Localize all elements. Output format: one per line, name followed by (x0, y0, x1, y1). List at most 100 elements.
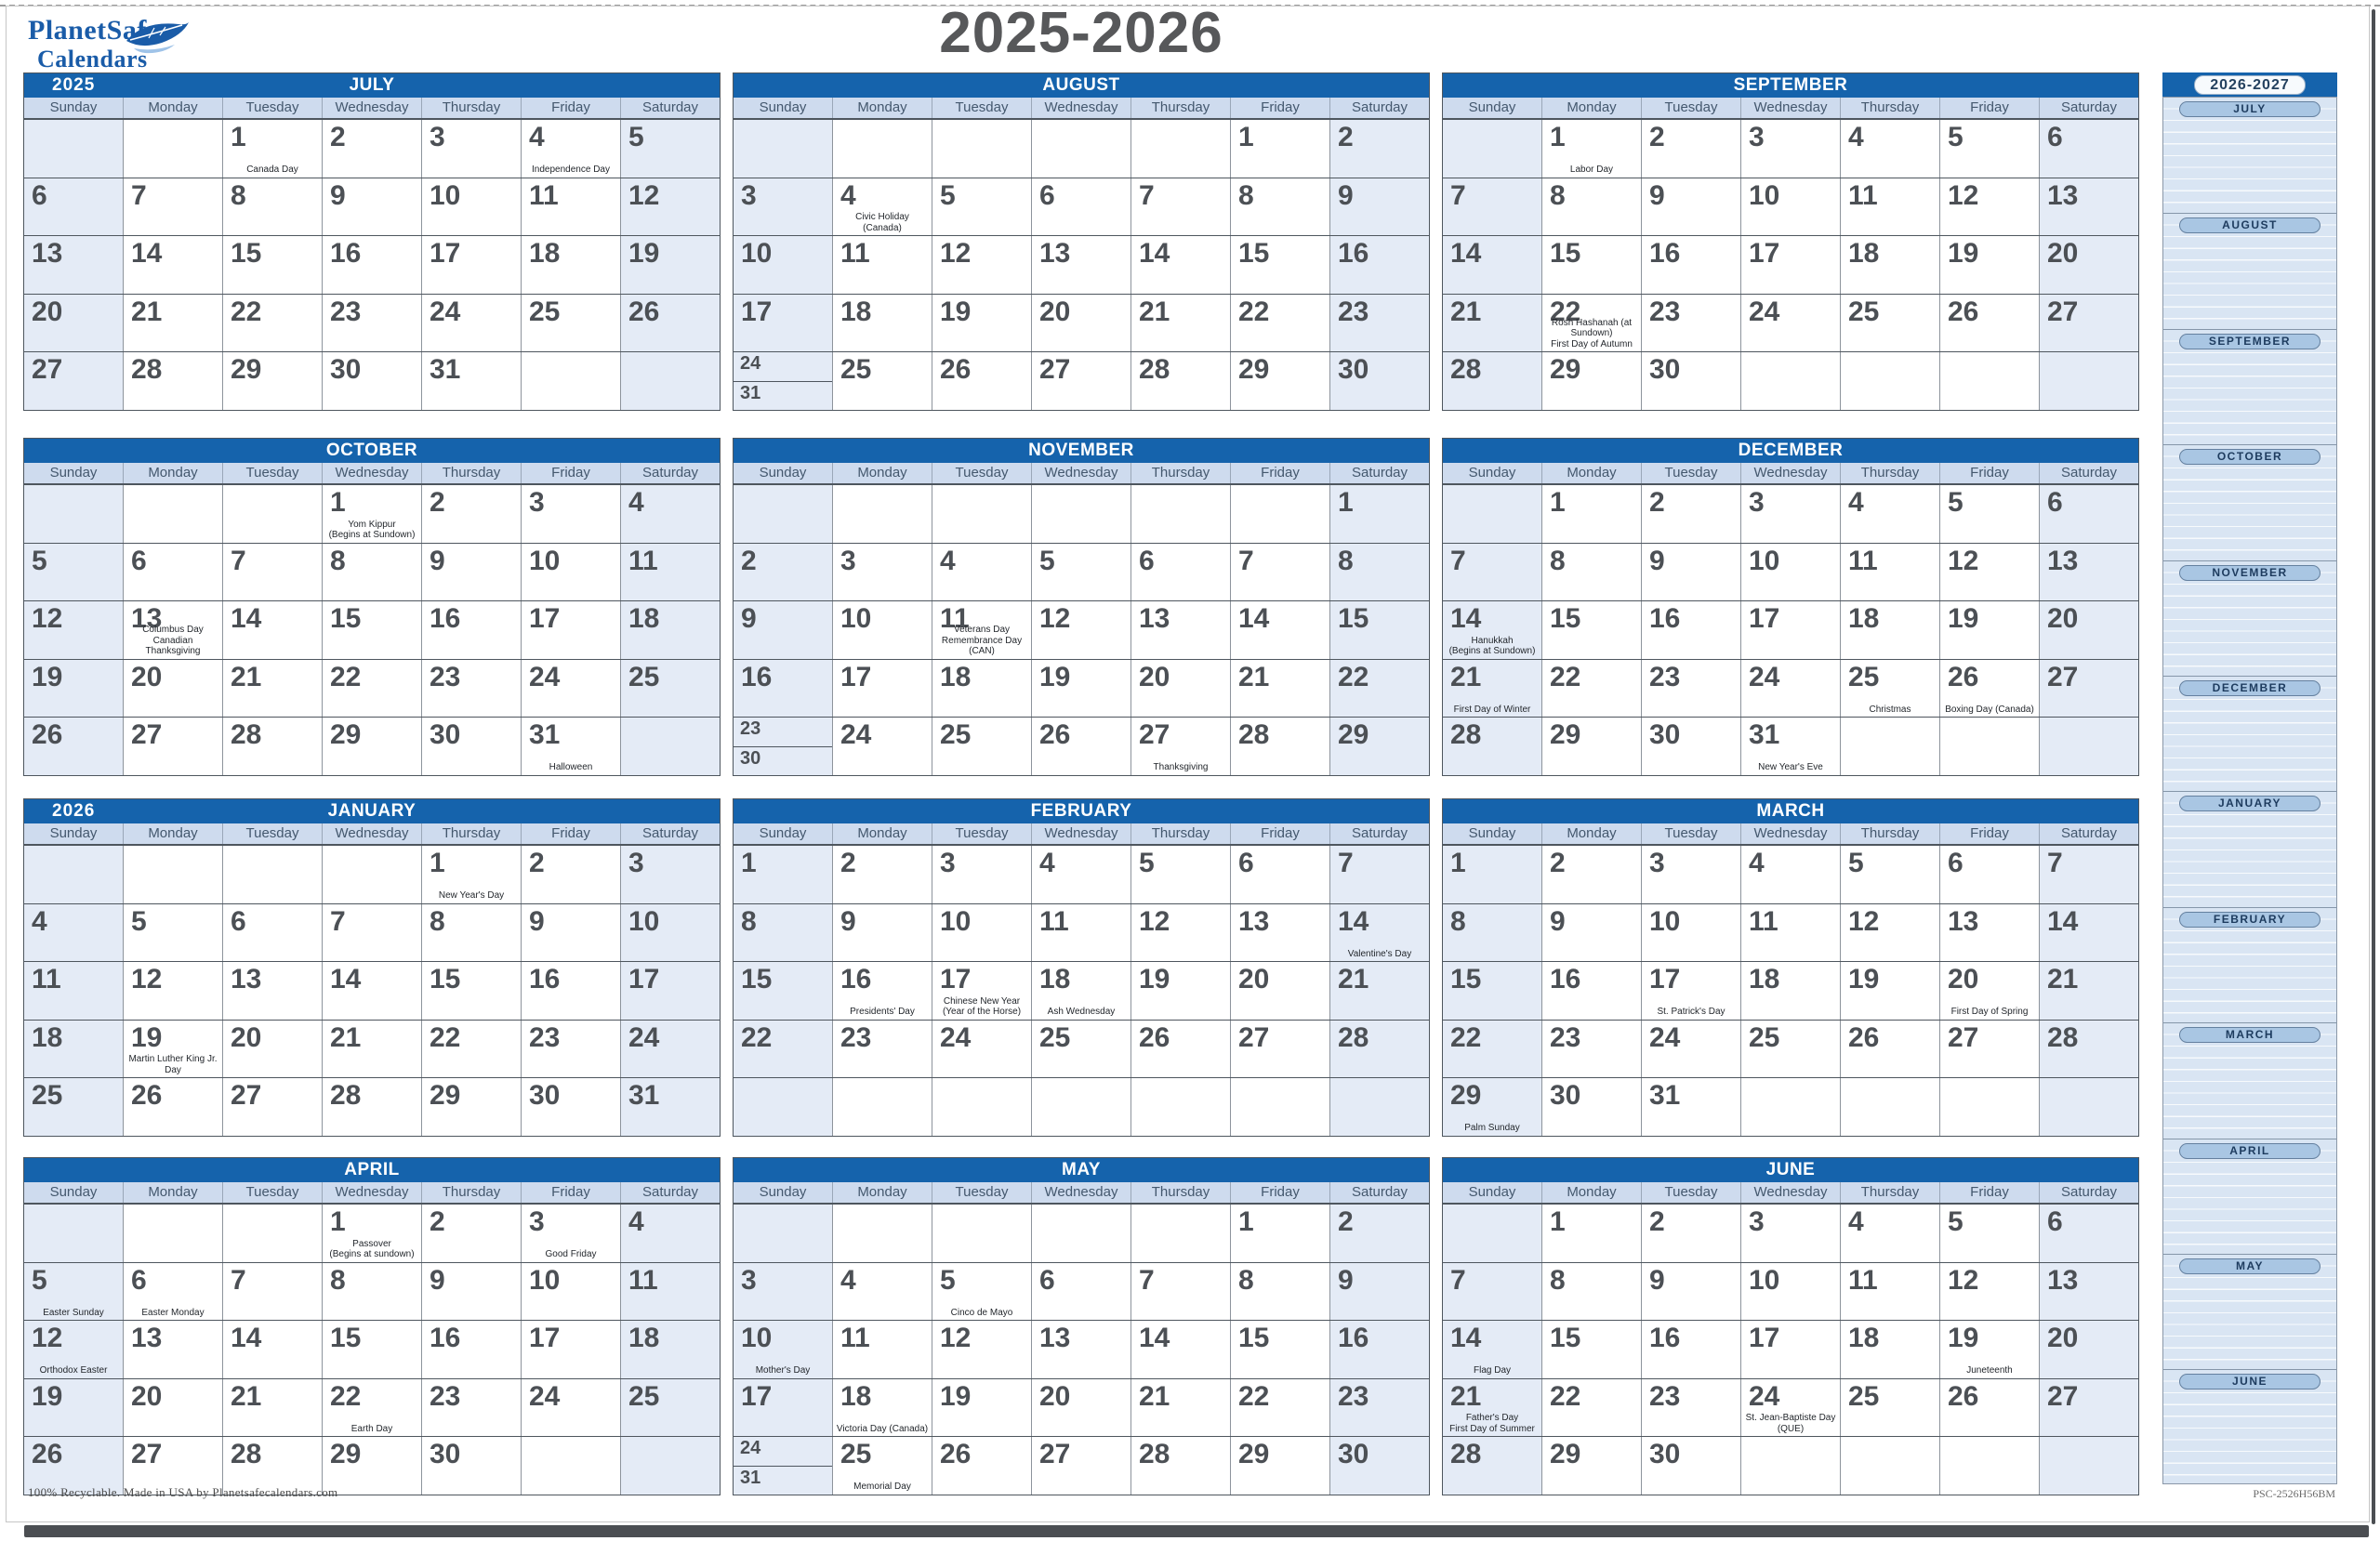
day-number: 31 (430, 354, 461, 386)
day-cell: 10 (932, 903, 1031, 962)
day-number: 1 (1550, 487, 1566, 518)
week-row: 21 First Day of Winter 22 23 24 25 Christmas 26… (1443, 658, 2138, 718)
month-header-bar: MARCH (1443, 799, 2138, 823)
day-cell: 14 (1443, 236, 1541, 294)
week-row: 12 Orthodox Easter 13 14 15 16 17 18 (24, 1320, 720, 1378)
weekday-header: Saturday (2039, 98, 2138, 118)
day-number: 22 (330, 661, 362, 692)
month-header-bar: 2026 JANUARY (24, 799, 720, 823)
day-cell: 25 (832, 352, 932, 410)
weekday-header: Thursday (421, 98, 521, 118)
day-number: 30 (430, 719, 461, 751)
week-row: 1 Yom Kippur (Begins at Sundown) 2 3 4 (24, 484, 720, 543)
day-cell: 27 (1031, 352, 1130, 410)
day-number: 14 (1139, 238, 1170, 270)
day-cell: 13 (2039, 178, 2138, 236)
month-name: MAY (1062, 1160, 1101, 1179)
day-cell: 28 (2039, 1020, 2138, 1078)
split-bottom: 31 (734, 380, 832, 410)
day-number: 3 (1749, 122, 1765, 152)
day-number: 6 (1039, 179, 1055, 211)
day-cell: 6 (2039, 120, 2138, 178)
weekday-header: Thursday (421, 1182, 521, 1203)
day-cell: 26 (932, 352, 1031, 410)
day-number: 7 (1139, 1264, 1155, 1296)
day-number: 30 (740, 747, 761, 769)
day-cell: 25 (1840, 1378, 1939, 1437)
day-cell: 24 (1641, 1020, 1740, 1078)
day-cell (620, 1437, 720, 1495)
day-cell (1939, 352, 2039, 410)
day-cell: 28 (222, 718, 322, 775)
day-cell: 2 (521, 846, 620, 903)
day-cell: 3 (1740, 120, 1840, 178)
day-cell (2039, 1078, 2138, 1136)
month-august: AUGUST Sunday Monday Tuesday Wednesday Thursd… (733, 72, 1430, 411)
day-number: 17 (741, 1380, 773, 1412)
weekday-header: Monday (123, 463, 222, 483)
day-cell: 2 (1329, 1205, 1429, 1262)
day-number: 20 (2047, 238, 2079, 270)
day-cell (24, 846, 123, 903)
day-number: 25 (840, 1439, 872, 1470)
day-number: 23 (1649, 661, 1681, 692)
day-number: 20 (1139, 661, 1170, 692)
day-number: 4 (840, 1264, 856, 1296)
month-may: MAY Sunday Monday Tuesday Wednesday Thursday F… (733, 1157, 1430, 1495)
day-cell (222, 485, 322, 543)
day-number: 10 (430, 179, 461, 211)
day-number: 17 (529, 1323, 561, 1354)
day-cell (734, 120, 832, 178)
day-number: 1 (330, 487, 346, 518)
weekday-header: Wednesday (1031, 463, 1130, 483)
weekday-header: Thursday (1130, 823, 1230, 844)
day-number: 6 (1139, 545, 1155, 576)
day-cell: 7 (123, 178, 222, 236)
day-cell: 16 (421, 601, 521, 659)
day-number: 12 (1039, 603, 1071, 635)
day-number: 5 (32, 1264, 47, 1296)
day-number: 7 (1450, 179, 1466, 211)
day-number: 19 (1948, 238, 1979, 270)
day-number: 9 (430, 1264, 445, 1296)
day-cell: 3 (521, 485, 620, 543)
day-number: 27 (131, 1439, 163, 1470)
day-number: 30 (1649, 1439, 1681, 1470)
day-cell: 28 (1130, 1437, 1230, 1495)
month-name: JUNE (1765, 1160, 1816, 1179)
weekday-header-row: Sunday Monday Tuesday Wednesday Thursday Frid… (1443, 1182, 2138, 1204)
day-cell: 14 (222, 1321, 322, 1378)
day-cell: 21 (123, 294, 222, 352)
day-number: 16 (1649, 1323, 1681, 1354)
holiday-label: Boxing Day (Canada) (1945, 704, 2034, 715)
holiday-label: New Year's Eve (1758, 762, 1823, 773)
day-number: 20 (1039, 296, 1071, 327)
day-number: 26 (1039, 719, 1071, 751)
day-cell (620, 352, 720, 410)
product-right-edge (2372, 9, 2375, 1524)
holiday-label: Earth Day (350, 1423, 393, 1434)
day-number: 13 (231, 964, 262, 995)
day-cell: 27 Thanksgiving (1130, 718, 1230, 775)
sidebar-month-january: JANUARY (2179, 796, 2320, 812)
weekday-header: Friday (1939, 1182, 2039, 1203)
day-cell: 10 Mother's Day (734, 1321, 832, 1378)
week-row: 27 28 29 30 31 (24, 351, 720, 410)
day-number: 27 (131, 719, 163, 751)
day-cell (1740, 1078, 1840, 1136)
week-row: 28 29 30 31 New Year's Eve (1443, 717, 2138, 775)
day-number: 25 (840, 354, 872, 386)
day-cell: 21 Father's Day First Day of Summer (1443, 1378, 1541, 1437)
day-cell: 9 (1541, 903, 1641, 962)
day-cell: 6 (1230, 846, 1329, 903)
weekday-header: Friday (521, 463, 620, 483)
week-row: 22 23 24 25 26 27 28 (1443, 1019, 2138, 1078)
day-cell: 27 (2039, 1378, 2138, 1437)
day-number: 13 (32, 238, 63, 270)
day-cell (123, 120, 222, 178)
month-header-bar: APRIL (24, 1158, 720, 1182)
day-number: 31 (529, 719, 561, 751)
sidebar-month-march: MARCH (2179, 1027, 2320, 1044)
